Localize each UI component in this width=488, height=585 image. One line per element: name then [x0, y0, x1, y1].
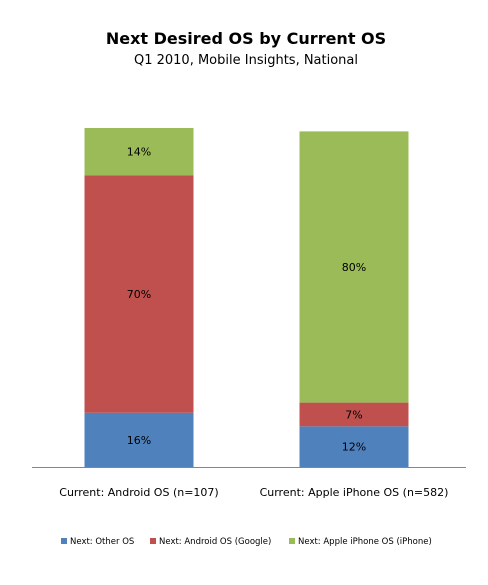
legend-label-3: Next: Apple iPhone OS (iPhone)	[298, 537, 432, 547]
data-label-1-2: 70%	[127, 288, 151, 301]
category-label-2: Current: Apple iPhone OS (n=582)	[260, 486, 449, 499]
bar-segment-1-1	[84, 412, 194, 467]
legend-swatch-2	[150, 538, 156, 544]
data-label-1-1: 16%	[127, 434, 151, 447]
bar-segment-2-3	[299, 131, 409, 403]
chart-title: Next Desired OS by Current OS	[106, 29, 386, 48]
bar-segment-1-2	[84, 175, 194, 413]
legend-label-1: Next: Other OS	[70, 537, 134, 547]
legend: Next: Other OS Next: Android OS (Google) N…	[61, 537, 432, 547]
plot-area: 16% 70% 14% Current: Android OS (n=107) 12% 7…	[32, 128, 466, 499]
legend-label-2: Next: Android OS (Google)	[159, 537, 271, 547]
chart-subtitle: Q1 2010, Mobile Insights, National	[134, 53, 358, 68]
data-label-2-2: 7%	[345, 408, 362, 421]
data-label-1-3: 14%	[127, 146, 151, 159]
data-label-2-1: 12%	[342, 441, 366, 454]
bar-segment-2-2	[299, 402, 409, 427]
bar-segment-1-3	[84, 128, 194, 176]
legend-swatch-3	[289, 538, 295, 544]
bar-segment-2-1	[299, 426, 409, 467]
category-label-1: Current: Android OS (n=107)	[59, 486, 218, 499]
legend-swatch-1	[61, 538, 67, 544]
data-label-2-3: 80%	[342, 261, 366, 274]
